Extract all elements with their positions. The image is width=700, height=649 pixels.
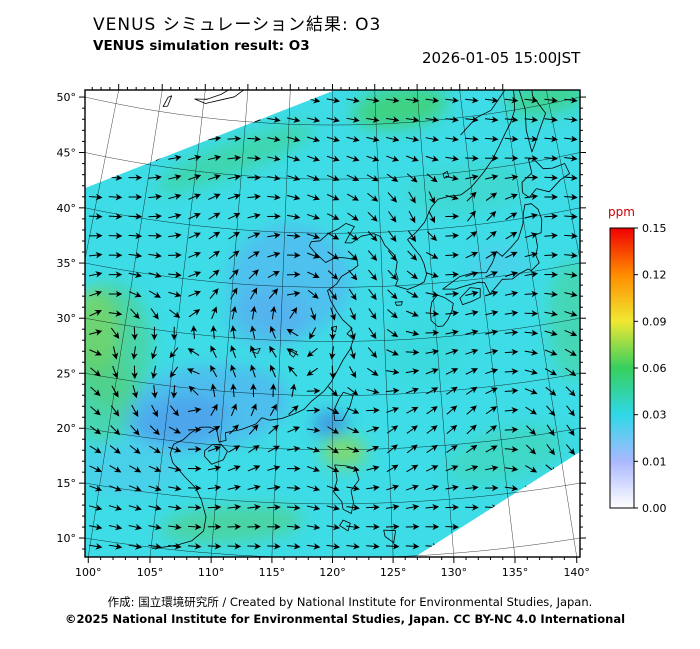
lat-tick-label: 30° [57, 312, 77, 325]
coast-hokkaido [521, 158, 570, 198]
lat-tick-label: 45° [57, 147, 77, 160]
lon-tick-label: 125° [380, 566, 407, 579]
coast-shikoku [459, 287, 481, 305]
coast-hainan [203, 443, 228, 465]
lat-tick-label: 35° [57, 257, 77, 270]
coast-khovsgol [162, 95, 173, 107]
lon-tick-label: 140° [563, 566, 590, 579]
lat-tick-label: 10° [57, 532, 77, 545]
colorbar-tick-label: 0.12 [642, 269, 667, 282]
colorbar-tick-label: 0.09 [642, 315, 667, 328]
timestamp-label: 2026-01-05 15:00JST [422, 49, 581, 67]
lon-tick-label: 120° [319, 566, 346, 579]
copyright-line: ©2025 National Institute for Environment… [64, 612, 626, 626]
title-english: VENUS simulation result: O3 [93, 38, 310, 54]
colorbar-tick-label: 0.03 [642, 409, 667, 422]
lat-tick-label: 15° [57, 477, 77, 490]
lon-tick-label: 100° [75, 566, 102, 579]
colorbar-tick-label: 0.00 [642, 502, 667, 515]
colorbar-tick-label: 0.06 [642, 362, 667, 375]
coast-samar [383, 529, 396, 544]
coast-kyushu [430, 294, 454, 327]
credit-line: 作成: 国立環境研究所 / Created by National Instit… [107, 595, 593, 609]
axis-ticks [79, 84, 586, 563]
coast-mainland [152, 90, 516, 549]
colorbar-unit-label: ppm [608, 205, 635, 219]
coast-taihu [331, 325, 337, 333]
colorbar [609, 227, 635, 509]
coast-amur-river [460, 90, 506, 136]
coast-sakhalin [518, 90, 546, 153]
wind-vectors [88, 96, 578, 550]
title-japanese: VENUS シミュレーション結果: O3 [93, 15, 382, 35]
lon-tick-label: 105° [137, 566, 164, 579]
lat-tick-label: 25° [57, 367, 77, 380]
lon-tick-label: 130° [441, 566, 468, 579]
lat-tick-label: 20° [57, 422, 77, 435]
lat-tick-label: 50° [57, 91, 77, 104]
axis-labels: 100° 105° 110° 115° 120° 125° 130° 135° 140° 10° 1… [57, 91, 590, 579]
colorbar-tick-label: 0.15 [642, 222, 667, 235]
coast-mindoro [339, 519, 351, 532]
colorbar-tick-label: 0.01 [642, 455, 667, 468]
lat-tick-label: 40° [57, 202, 77, 215]
lon-tick-label: 115° [259, 566, 286, 579]
coast-baikal [194, 90, 245, 104]
coast-jeju [394, 301, 403, 306]
coast-taiwan [333, 391, 354, 421]
lon-tick-label: 135° [502, 566, 529, 579]
lon-tick-label: 110° [198, 566, 225, 579]
